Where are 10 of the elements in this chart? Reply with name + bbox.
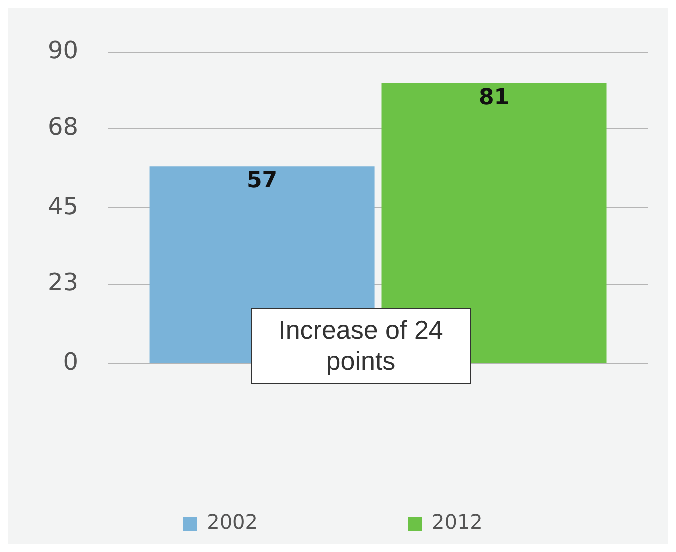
annotation: Increase of 24 points [251, 308, 471, 384]
data-label: 81 [478, 85, 510, 110]
legend-label: 2002 [207, 510, 258, 534]
y-tick-label: 90 [48, 36, 79, 65]
data-label: 57 [246, 168, 278, 194]
y-tick-label: 23 [48, 268, 79, 297]
legend-label: 2012 [432, 510, 483, 534]
y-tick-label: 68 [48, 112, 79, 141]
y-tick-label: 45 [48, 192, 79, 220]
y-tick-label: 0 [63, 348, 79, 376]
